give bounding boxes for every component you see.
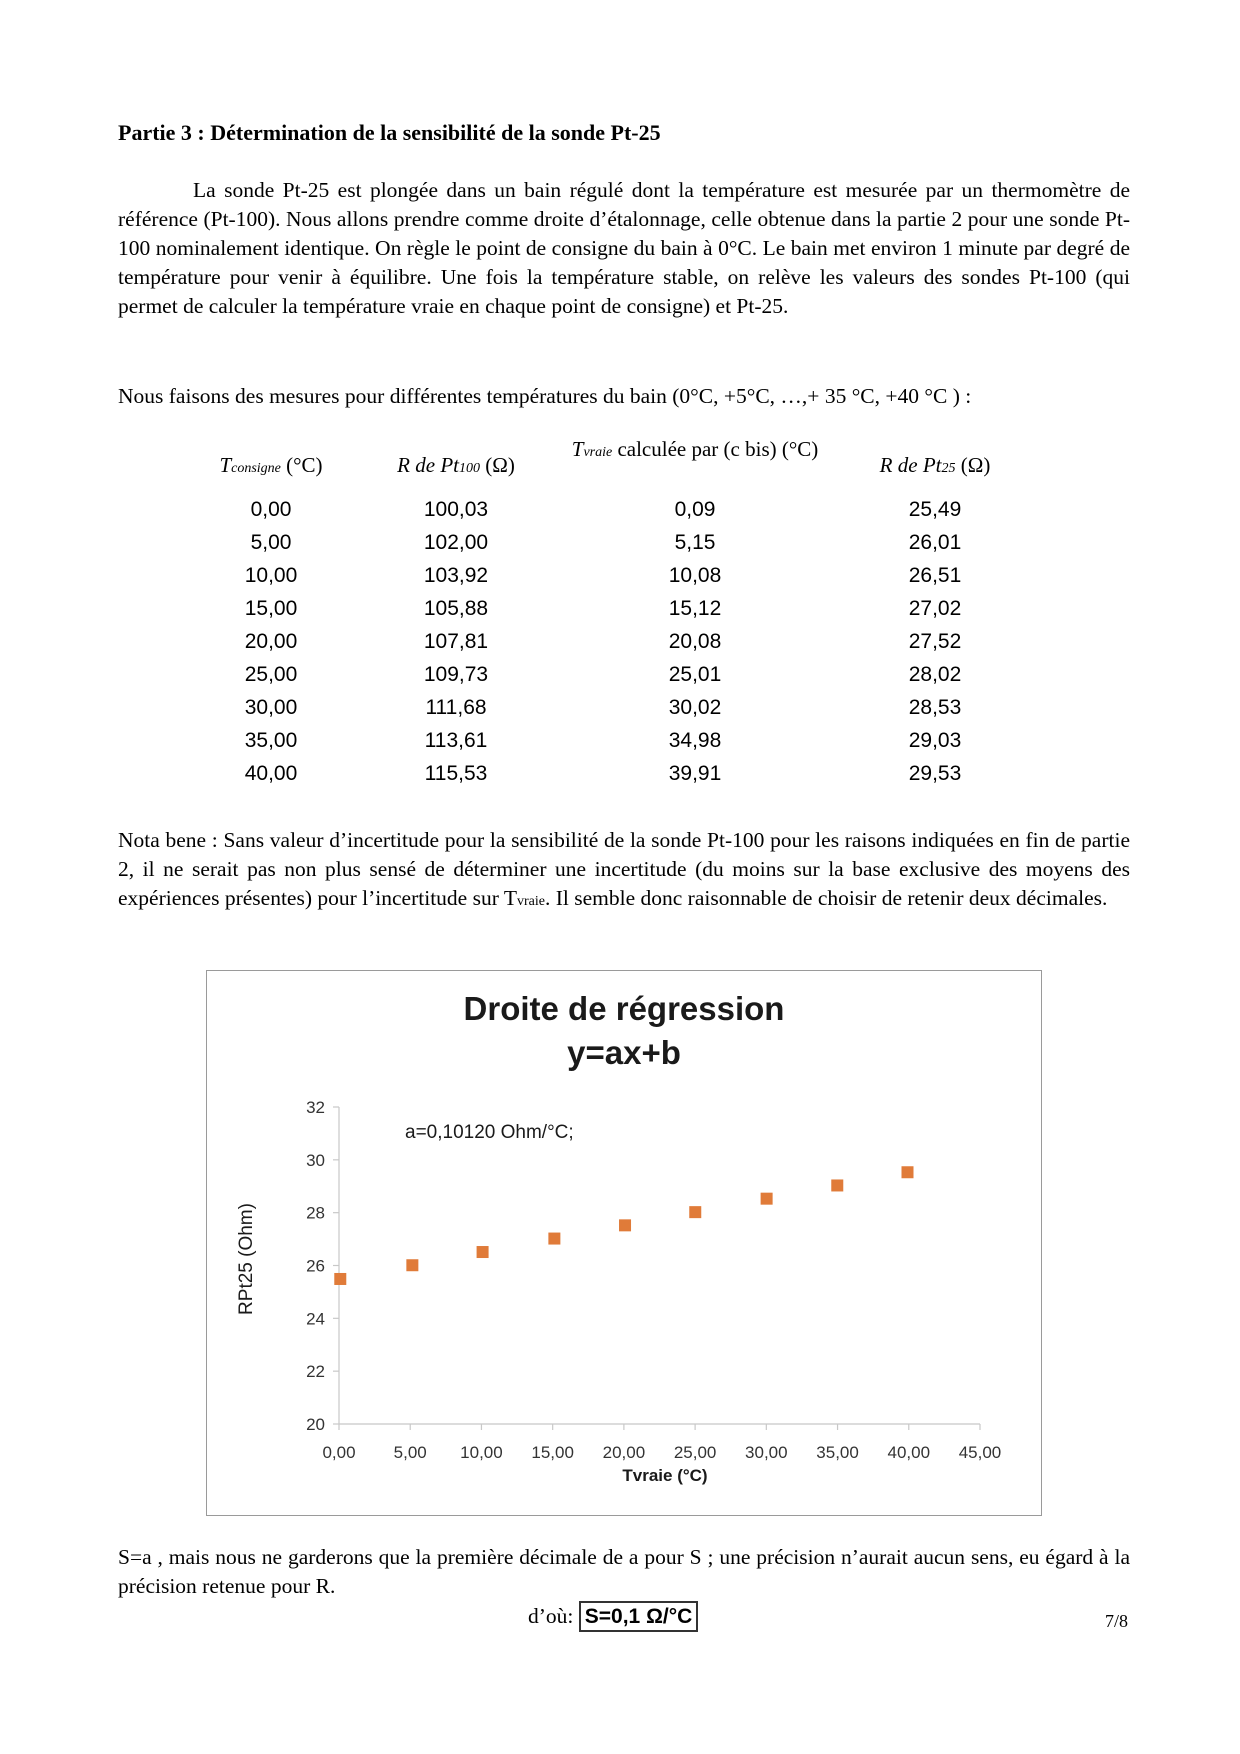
table-cell: 25,01: [668, 663, 722, 686]
table-header-tconsigne: Tconsigne (°C): [219, 453, 323, 477]
chart-annotation: a=0,10120 Ohm/°C;: [405, 1122, 574, 1143]
chart-subtitle: y=ax+b: [567, 1034, 681, 1071]
data-point: [476, 1246, 489, 1259]
table-cell: 109,73: [423, 663, 489, 686]
y-tick-label: 24: [306, 1309, 325, 1328]
table-cell: 26,01: [908, 531, 962, 554]
x-tick-label: 45,00: [959, 1443, 1002, 1462]
x-tick-label: 0,00: [322, 1443, 355, 1462]
data-point: [689, 1206, 702, 1219]
table-cell: 107,81: [423, 630, 489, 653]
table-cell: 20,00: [244, 630, 298, 653]
x-tick-label: 40,00: [888, 1443, 931, 1462]
data-point: [831, 1179, 844, 1192]
table-header-tvraie: Tvraie calculée par (c bis) (°C): [571, 437, 819, 461]
y-tick-label: 28: [306, 1204, 325, 1223]
x-tick-label: 10,00: [460, 1443, 503, 1462]
y-tick-label: 20: [306, 1415, 325, 1434]
table-row: 30,00 111,68 30,02 28,53: [190, 696, 1030, 729]
data-point: [548, 1232, 561, 1245]
table-row: 40,00 115,53 39,91 29,53: [190, 762, 1030, 795]
table-cell: 29,03: [908, 729, 962, 752]
table-row: 5,00 102,00 5,15 26,01: [190, 531, 1030, 564]
intro-paragraph: La sonde Pt-25 est plongée dans un bain …: [118, 176, 1130, 321]
regression-chart: Droite de régression y=ax+b 20 22 24 26 28 30…: [206, 970, 1042, 1516]
table-cell: 113,61: [424, 729, 488, 752]
x-axis-label: Tvraie (°C): [622, 1466, 707, 1485]
data-point: [760, 1192, 773, 1205]
data-point: [619, 1219, 632, 1232]
data-point: [334, 1272, 347, 1285]
x-tick-label: 15,00: [531, 1443, 574, 1462]
table-cell: 100,03: [423, 498, 489, 521]
table-cell: 28,02: [908, 663, 962, 686]
result-box: S=0,1 Ω/°C: [578, 1601, 699, 1632]
table-cell: 29,53: [908, 762, 962, 785]
table-cell: 10,00: [244, 564, 298, 587]
data-point: [901, 1166, 914, 1179]
table-cell: 105,88: [423, 597, 489, 620]
y-axis-label: RPt25 (Ohm): [236, 1203, 257, 1315]
table-cell: 15,00: [244, 597, 298, 620]
table-cell: 26,51: [908, 564, 962, 587]
result-line: d’où: S=0,1 Ω/°C: [528, 1601, 699, 1632]
table-cell: 25,00: [244, 663, 298, 686]
table-cell: 111,68: [425, 696, 487, 719]
table-header-rpt25: R de Pt25 (Ω): [879, 453, 991, 477]
y-tick-label: 32: [306, 1098, 325, 1117]
conclusion-text: S=a , mais nous ne garderons que la prem…: [118, 1545, 1130, 1598]
result-prefix: d’où:: [528, 1604, 574, 1628]
table-cell: 30,00: [244, 696, 298, 719]
table-cell: 115,53: [424, 762, 488, 785]
table-cell: 28,53: [908, 696, 962, 719]
table-cell: 5,15: [674, 531, 716, 554]
chart-plot: 20 22 24 26 28 30 32 0,00 5,00 10,00 15,00 20,00 25,…: [236, 1098, 1002, 1485]
table-row: 15,00 105,88 15,12 27,02: [190, 597, 1030, 630]
intro-text: La sonde Pt-25 est plongée dans un bain …: [118, 178, 1130, 318]
table-row: 0,00 100,03 0,09 25,49: [190, 498, 1030, 531]
measures-line: Nous faisons des mesures pour différente…: [118, 384, 972, 408]
table-header-rpt100: R de Pt100 (Ω): [397, 453, 515, 477]
page-number: 7/8: [1104, 1611, 1128, 1631]
table-row: 25,00 109,73 25,01 28,02: [190, 663, 1030, 696]
section-heading: Partie 3 : Détermination de la sensibili…: [118, 120, 661, 145]
table-cell: 39,91: [668, 762, 722, 785]
table-cell: 20,08: [668, 630, 722, 653]
y-tick-label: 26: [306, 1257, 325, 1276]
nota-bene: Nota bene : Sans valeur d’incertitude po…: [118, 828, 1130, 910]
table-cell: 40,00: [244, 762, 298, 785]
table-cell: 34,98: [668, 729, 722, 752]
table-row: 35,00 113,61 34,98 29,03: [190, 729, 1030, 762]
table-row: 20,00 107,81 20,08 27,52: [190, 630, 1030, 663]
table-row: 10,00 103,92 10,08 26,51: [190, 564, 1030, 597]
table-cell: 102,00: [423, 531, 489, 554]
table-cell: 30,02: [668, 696, 722, 719]
data-point: [406, 1259, 419, 1272]
table-cell: 35,00: [244, 729, 298, 752]
chart-title: Droite de régression: [463, 990, 785, 1027]
table-cell: 27,52: [908, 630, 962, 653]
table-cell: 10,08: [668, 564, 722, 587]
table-cell: 103,92: [423, 564, 489, 587]
x-tick-label: 25,00: [674, 1443, 717, 1462]
x-tick-label: 35,00: [816, 1443, 859, 1462]
table-cell: 0,09: [674, 498, 716, 521]
x-tick-label: 30,00: [745, 1443, 788, 1462]
y-tick-label: 30: [306, 1151, 325, 1170]
table-cell: 15,12: [668, 597, 722, 620]
table-cell: 5,00: [250, 531, 292, 554]
table-cell: 25,49: [908, 498, 962, 521]
x-tick-label: 5,00: [394, 1443, 427, 1462]
table-cell: 27,02: [908, 597, 962, 620]
table-cell: 0,00: [250, 498, 292, 521]
x-tick-label: 20,00: [603, 1443, 646, 1462]
y-tick-label: 22: [306, 1362, 325, 1381]
